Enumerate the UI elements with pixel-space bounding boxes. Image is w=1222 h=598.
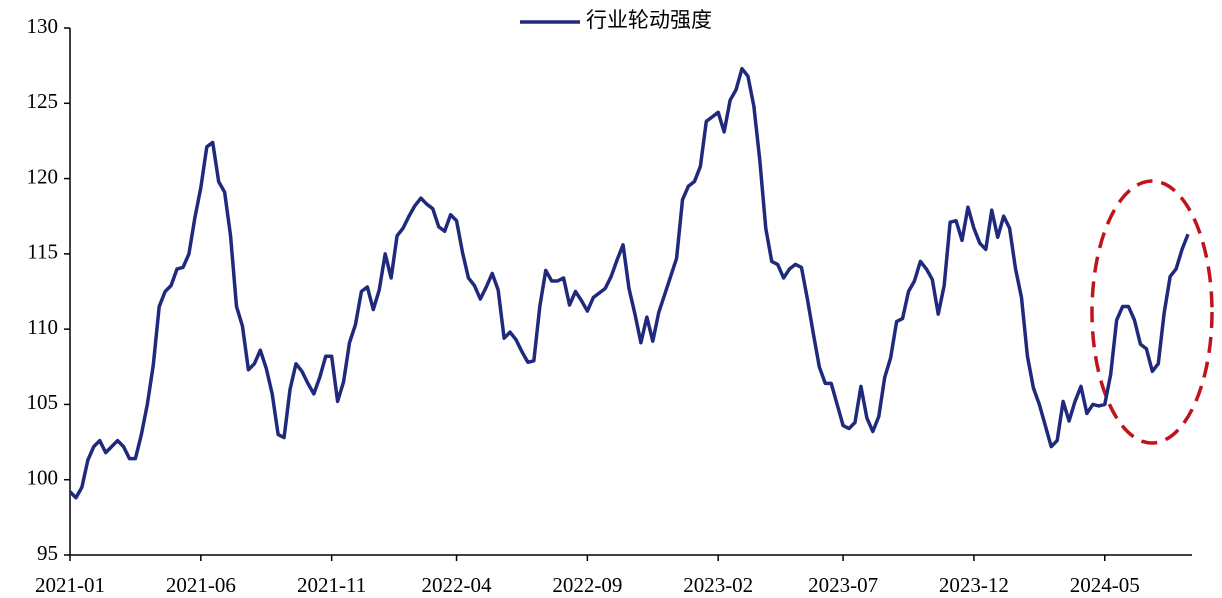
highlight-ellipse xyxy=(1090,179,1214,445)
x-tick-label: 2024-05 xyxy=(1070,573,1140,597)
x-tick-label: 2022-09 xyxy=(552,573,622,597)
y-tick-label: 130 xyxy=(27,14,59,38)
y-tick-label: 115 xyxy=(27,240,58,264)
y-tick-label: 100 xyxy=(27,466,59,490)
y-tick-label: 125 xyxy=(27,89,59,113)
y-tick-label: 110 xyxy=(27,315,58,339)
y-tick-label: 105 xyxy=(27,390,59,414)
legend-label: 行业轮动强度 xyxy=(586,8,712,32)
x-tick-label: 2023-07 xyxy=(808,573,878,597)
x-tick-label: 2021-01 xyxy=(35,573,105,597)
y-tick-label: 120 xyxy=(27,164,59,188)
x-tick-label: 2021-06 xyxy=(166,573,236,597)
line-series xyxy=(68,66,1190,500)
x-tick-label: 2023-02 xyxy=(683,573,753,597)
y-tick-label: 95 xyxy=(37,541,58,565)
x-tick-label: 2022-04 xyxy=(422,573,492,597)
x-tick-label: 2021-11 xyxy=(297,573,366,597)
x-tick-label: 2023-12 xyxy=(939,573,1009,597)
